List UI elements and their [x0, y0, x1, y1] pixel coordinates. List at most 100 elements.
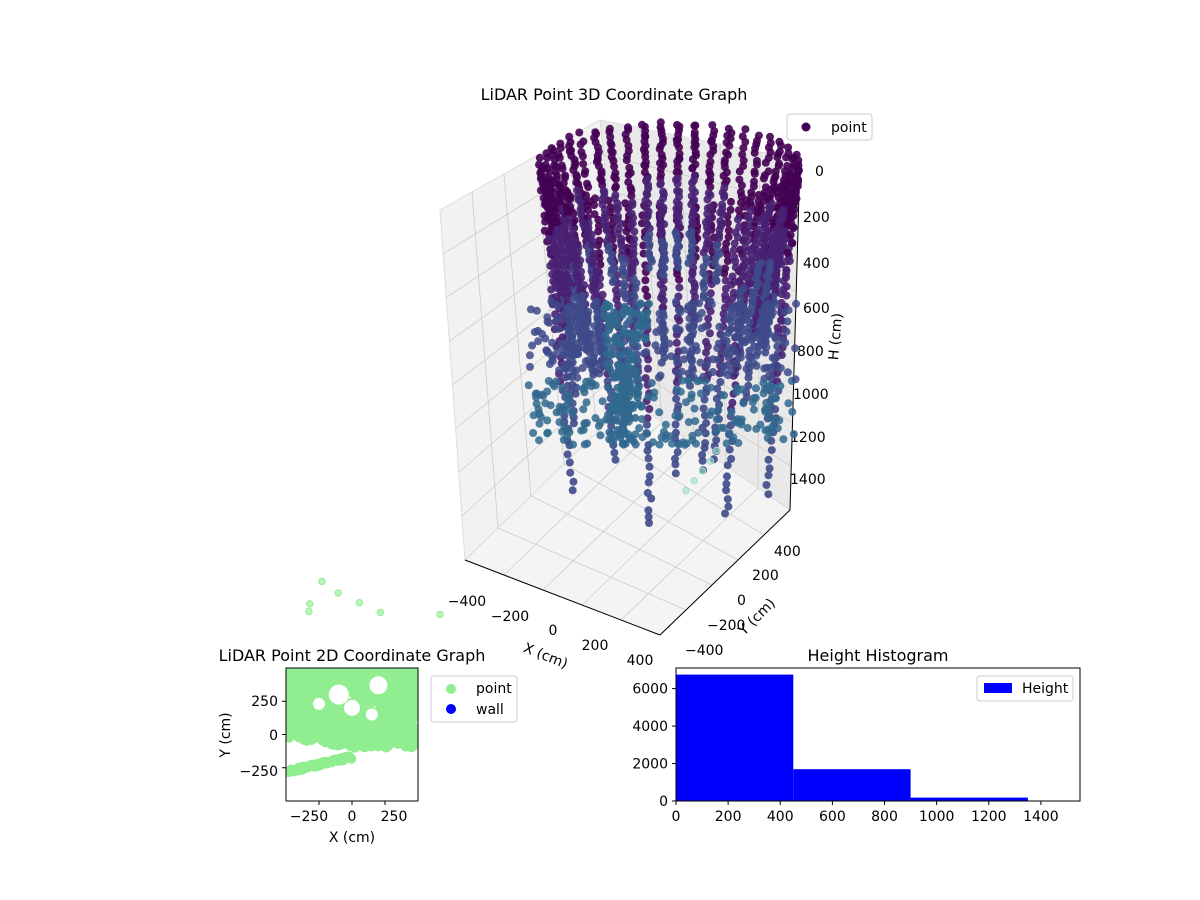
point-mark	[650, 388, 659, 397]
point-mark	[645, 472, 654, 481]
point-mark	[683, 305, 692, 314]
point-mark	[641, 162, 650, 171]
y-tick: −400	[685, 643, 723, 659]
point-mark	[611, 416, 619, 424]
x-tick: −250	[290, 809, 328, 825]
point-mark	[692, 299, 700, 308]
point-mark	[626, 307, 635, 316]
point-mark	[675, 143, 683, 152]
scatter2d-legend: point wall	[430, 675, 518, 723]
point-mark	[340, 712, 351, 723]
point-mark	[739, 144, 748, 152]
point-mark	[613, 206, 621, 215]
point-mark	[594, 215, 603, 224]
x-tick: 250	[381, 809, 408, 825]
point-mark	[304, 672, 315, 683]
point-mark	[642, 213, 651, 222]
point-mark	[595, 254, 604, 263]
point-mark	[673, 358, 682, 367]
point-mark	[760, 233, 769, 242]
point-mark	[656, 371, 665, 380]
point-mark	[596, 365, 605, 374]
point-mark	[661, 420, 670, 429]
point-mark	[766, 413, 775, 422]
point-mark	[688, 164, 697, 173]
point-mark	[544, 348, 553, 357]
point-mark	[761, 407, 770, 416]
point-mark	[733, 215, 742, 224]
point-mark	[675, 283, 684, 292]
point-mark	[789, 430, 798, 439]
point-mark	[675, 213, 684, 222]
point-mark	[719, 424, 728, 432]
point-mark	[693, 377, 702, 386]
point-mark	[752, 282, 761, 291]
point-mark	[753, 160, 761, 169]
point-mark	[406, 742, 417, 753]
point-mark	[721, 509, 729, 518]
point-mark	[727, 407, 736, 416]
point-mark	[752, 384, 760, 393]
point-mark	[678, 376, 686, 385]
point-mark	[596, 431, 605, 440]
point-mark	[543, 416, 552, 425]
point-mark	[613, 317, 622, 326]
point-mark	[697, 324, 706, 333]
point-mark	[687, 390, 696, 399]
point-mark	[569, 477, 578, 486]
x-tick: 0	[549, 623, 558, 639]
point-mark	[619, 271, 628, 280]
point-mark	[699, 404, 708, 413]
point-mark	[723, 257, 732, 265]
point-mark	[346, 668, 357, 678]
point-mark	[726, 205, 735, 214]
point-mark	[723, 250, 732, 259]
point-mark	[622, 227, 631, 236]
gridline	[530, 495, 713, 586]
point-mark	[773, 153, 782, 162]
point-mark	[741, 125, 750, 134]
point-mark	[775, 416, 784, 425]
point-mark	[286, 681, 294, 692]
point-mark	[655, 440, 664, 449]
point-mark	[554, 324, 563, 333]
z-tick: 1400	[790, 472, 826, 488]
point-mark	[374, 732, 385, 743]
point-mark	[579, 425, 588, 434]
point-mark	[613, 333, 622, 342]
point-mark	[723, 472, 731, 481]
x-axis-label: X (cm)	[521, 640, 570, 672]
point-mark	[647, 494, 656, 503]
point-mark	[783, 317, 792, 326]
point-mark	[714, 406, 723, 414]
histogram-chart: Height Histogram 0 200 400 600 800 1000 1200 14…	[632, 646, 1081, 825]
point-mark	[685, 335, 694, 344]
point-mark	[618, 308, 627, 317]
point-mark	[616, 433, 625, 442]
point-mark	[748, 297, 757, 306]
point-mark	[691, 439, 700, 448]
point-mark	[749, 405, 758, 414]
point-mark	[647, 379, 656, 387]
point-mark	[761, 290, 770, 299]
point-mark	[568, 486, 577, 495]
point-mark	[554, 230, 562, 239]
point-mark	[638, 433, 647, 442]
point-mark	[538, 329, 546, 338]
point-mark	[781, 198, 790, 207]
point-mark	[576, 328, 585, 337]
point-mark	[775, 217, 784, 226]
point-mark	[396, 670, 407, 681]
point-mark	[535, 436, 543, 445]
point-mark	[764, 455, 773, 464]
z-tick: 1200	[790, 430, 826, 446]
point-mark	[583, 439, 592, 448]
point-mark	[752, 240, 761, 249]
point-mark	[559, 255, 568, 264]
point-mark	[736, 353, 745, 362]
point-mark	[616, 350, 625, 359]
point-mark	[611, 184, 620, 192]
point-mark	[772, 353, 781, 362]
point-mark	[591, 414, 600, 423]
point-mark	[671, 469, 680, 478]
